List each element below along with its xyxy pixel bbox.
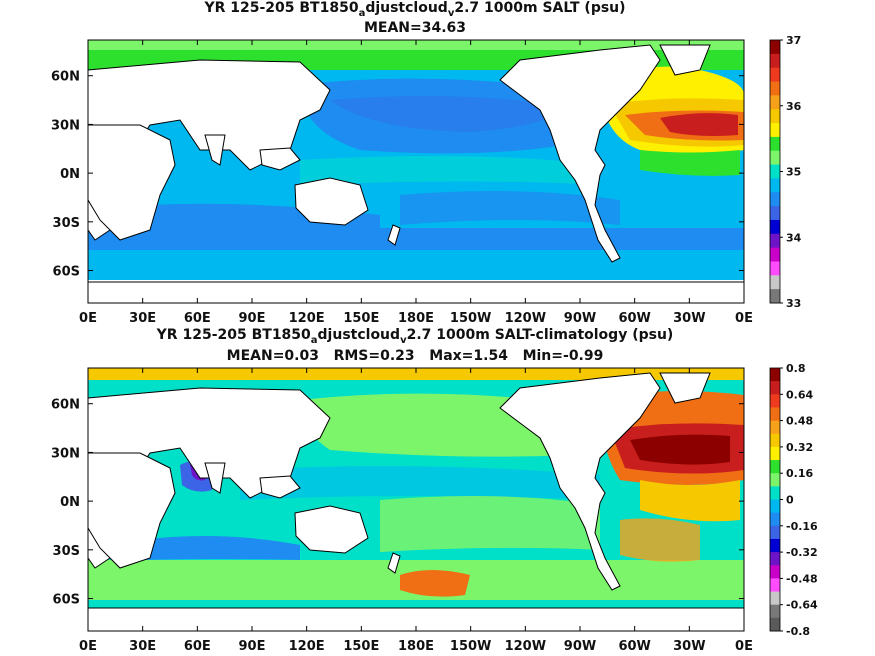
colorbar-label: -0.64 [786,599,818,612]
colorbar-swatch [770,206,780,221]
colorbar-swatch [770,525,780,540]
y-tick-label: 0N [60,167,80,182]
x-tick-label: 30W [673,639,705,654]
colorbar-label: 37 [786,34,801,47]
colorbar-swatch [770,247,780,262]
colorbar-swatch [770,538,780,553]
colorbar-label: 0.48 [786,415,813,428]
colorbar-swatch [770,53,780,69]
colorbar-swatch [770,95,780,110]
y-tick-label: 30N [51,446,80,461]
colorbar-swatch [770,289,780,304]
colorbar-swatch [770,81,780,96]
colorbar-label: 34 [786,231,802,244]
x-tick-label: 30W [673,311,705,326]
colorbar-swatch [770,433,780,448]
colorbar-swatch [770,123,780,138]
x-tick-label: 120W [505,639,546,654]
colorbar-swatch [770,460,780,474]
x-tick-label: 60E [184,639,211,654]
colorbar-swatch [770,192,780,207]
x-tick-label: 90E [239,311,266,326]
colorbar-swatch [770,499,780,514]
colorbar-label: 0.16 [786,467,813,480]
x-tick-label: 30E [129,311,156,326]
colorbar-label: 0.64 [786,388,813,401]
x-tick-label: 150W [450,311,491,326]
y-tick-label: 0N [60,495,80,510]
panel1-map [88,40,744,303]
colorbar-swatch [770,368,780,382]
panel2-map [88,368,744,631]
x-tick-label: 150E [343,639,379,654]
colorbar-swatch [770,512,780,527]
x-tick-label: 120E [289,639,325,654]
x-tick-label: 90W [564,311,596,326]
x-tick-label: 180E [398,311,434,326]
x-tick-label: 30E [129,639,156,654]
x-tick-label: 90E [239,639,266,654]
y-tick-label: 60S [53,265,80,280]
colorbar-swatch [770,604,780,619]
colorbar-swatch [770,407,780,422]
y-tick-label: 60N [51,398,80,413]
colorbar-swatch [770,486,780,500]
x-tick-label: 60W [618,311,650,326]
x-tick-label: 150E [343,311,379,326]
colorbar-label: -0.8 [786,625,810,638]
x-tick-label: 0E [79,311,97,326]
colorbar-label: 0.32 [786,441,813,454]
colorbar-swatch [770,67,780,83]
colorbar-swatch [770,164,780,179]
colorbar-swatch [770,420,780,435]
colorbar-swatch [770,150,780,166]
colorbar-swatch [770,40,780,55]
panel1-mean: MEAN=34.63 [363,20,467,36]
colorbar-label: 36 [786,100,802,113]
colorbar-swatch [770,381,780,395]
x-tick-label: 180E [398,639,434,654]
x-tick-label: 0E [79,639,97,654]
colorbar-swatch [770,552,780,566]
colorbar-swatch [770,178,780,193]
y-tick-label: 60S [53,593,80,608]
colorbar-label: 0.8 [786,362,806,375]
colorbar-swatch [770,136,780,152]
x-tick-label: 120E [289,311,325,326]
colorbar-swatch [770,233,780,249]
colorbar-swatch [770,394,780,408]
colorbar-label: 35 [786,166,801,179]
x-tick-label: 60W [618,639,650,654]
panel1-title: YR 125-205 BT1850adjustcloudv2.7 1000m S… [204,0,626,19]
x-tick-label: 150W [450,639,491,654]
colorbar-label: -0.32 [786,546,818,559]
colorbar-swatch [770,275,780,290]
x-tick-label: 60E [184,311,211,326]
x-tick-label: 120W [505,311,546,326]
y-tick-label: 30S [53,544,80,559]
colorbar-swatch [770,578,780,593]
y-tick-label: 30S [53,216,80,231]
colorbar-swatch [770,617,780,632]
colorbar-label: -0.16 [786,520,818,533]
colorbar-swatch [770,591,780,606]
x-tick-label: 0E [735,311,753,326]
colorbar-label: -0.48 [786,572,818,585]
colorbar-swatch [770,109,780,124]
colorbar-swatch [770,261,780,276]
colorbar-swatch [770,219,780,235]
colorbar-swatch [770,565,780,579]
x-tick-label: 90W [564,639,596,654]
colorbar-label: 33 [786,297,801,310]
panel2-title: YR 125-205 BT1850adjustcloudv2.7 1000m S… [156,327,674,346]
x-tick-label: 0E [735,639,753,654]
panel2-stats: MEAN=0.03 RMS=0.23 Max=1.54 Min=-0.99 [226,348,604,364]
colorbar-label: 0 [786,494,794,507]
colorbar-swatch [770,473,780,487]
y-tick-label: 60N [51,70,80,85]
colorbar-swatch [770,446,780,461]
y-tick-label: 30N [51,118,80,133]
